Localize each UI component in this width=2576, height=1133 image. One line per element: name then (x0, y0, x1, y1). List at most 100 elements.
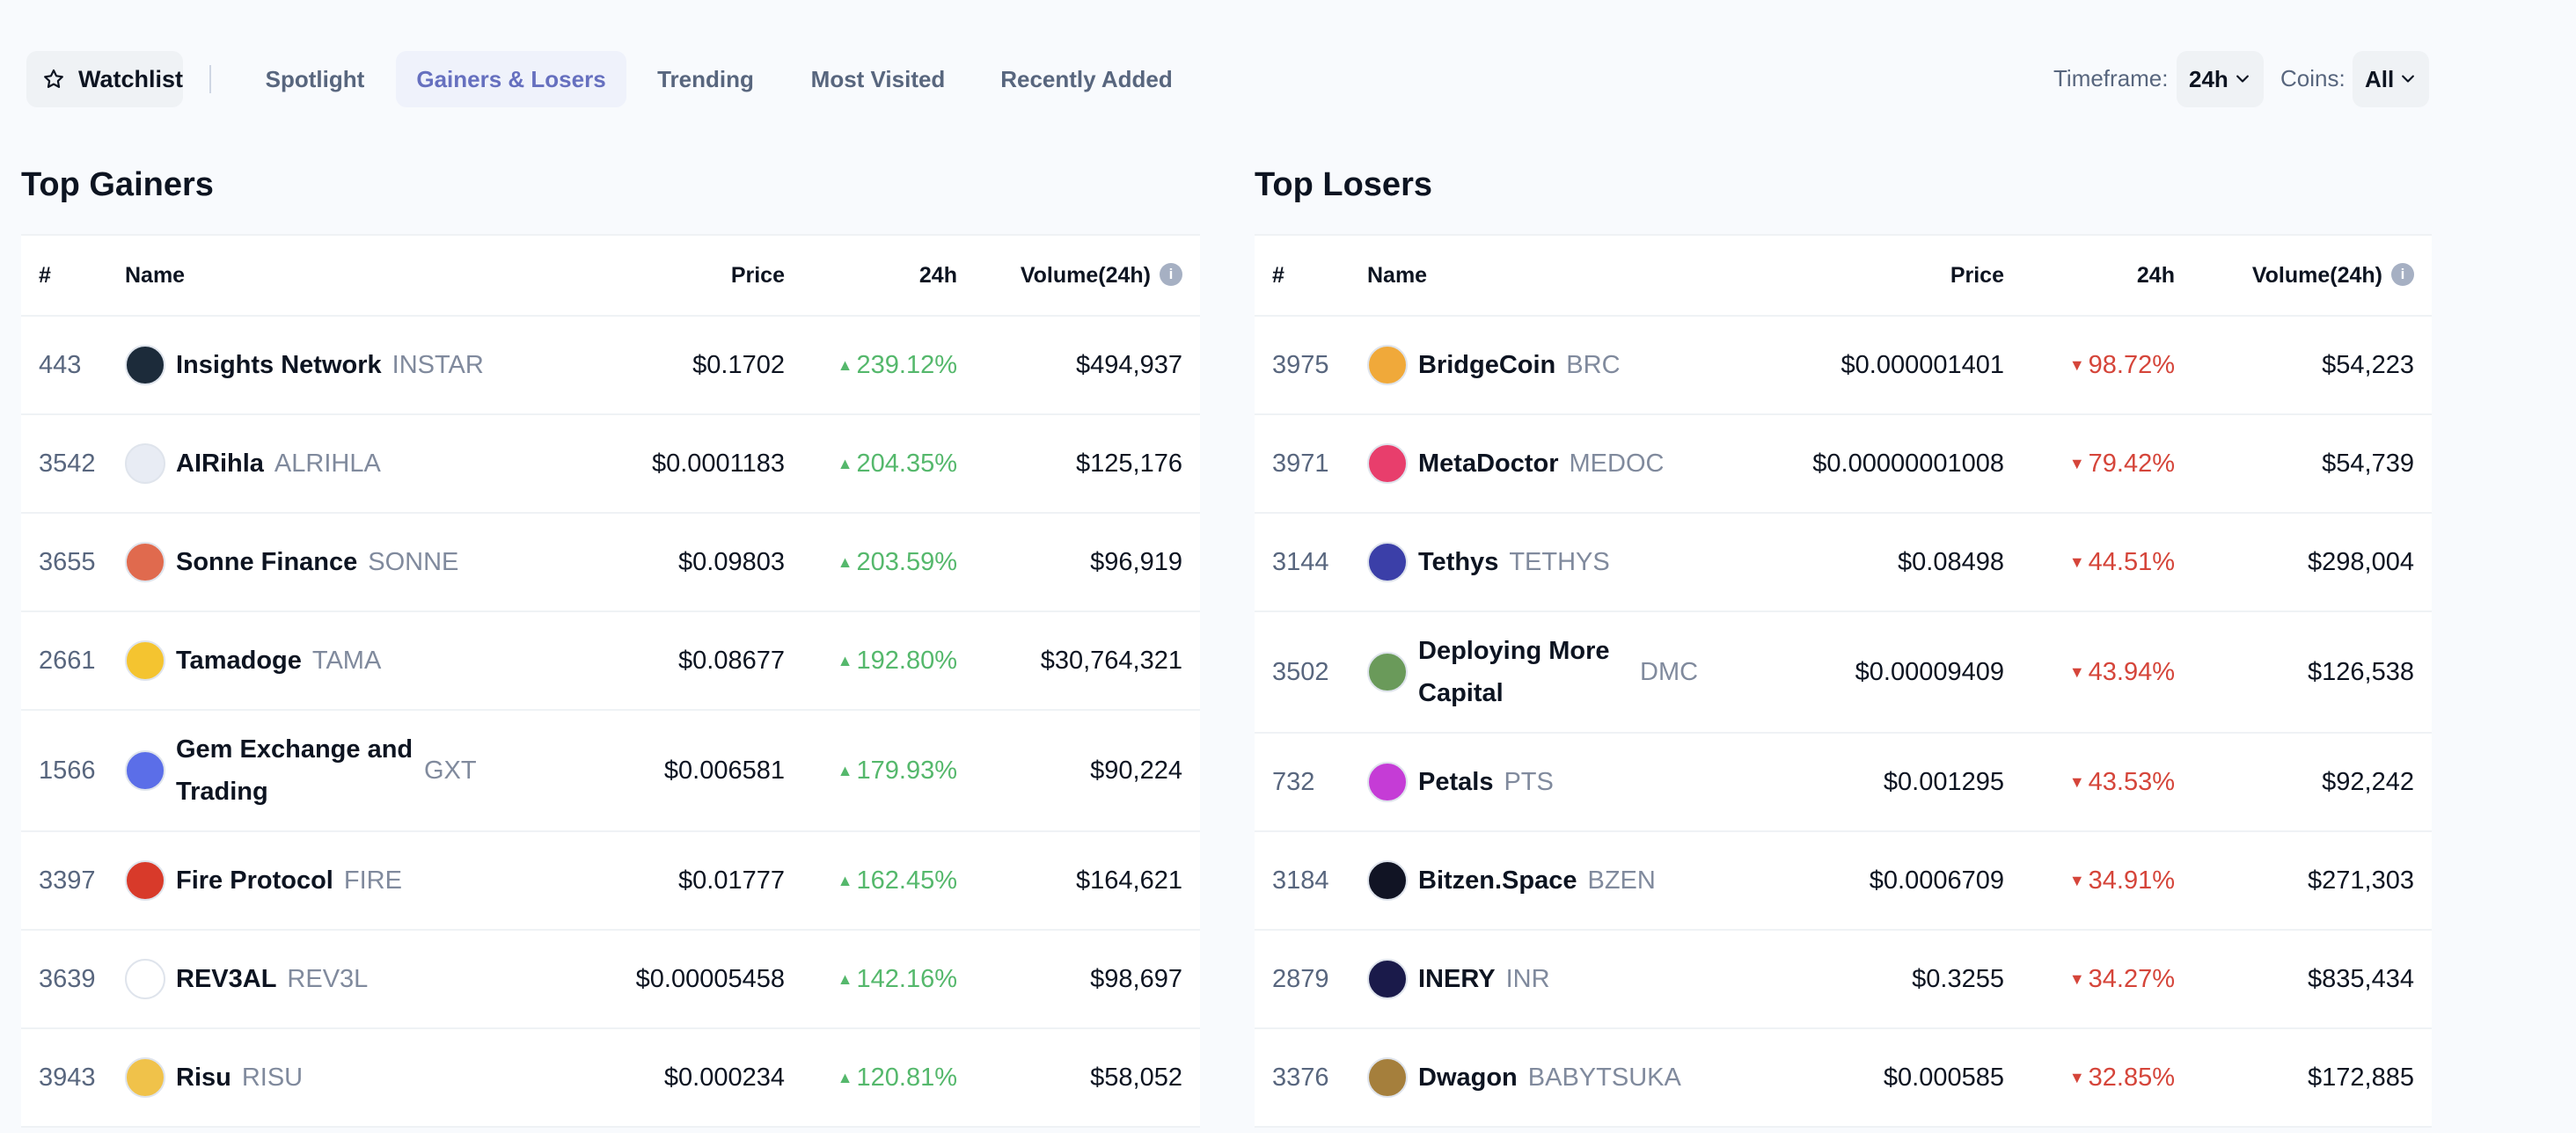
row-price: $0.0001183 (565, 414, 785, 514)
row-volume: $494,937 (957, 316, 1200, 415)
table-row[interactable]: 443 Insights Network INSTAR $0.1702 ▲ 239.12%… (21, 316, 1200, 415)
row-rank: 3639 (21, 930, 125, 1029)
coin-name-link[interactable]: Deploying More Capital (1418, 637, 1610, 707)
table-row[interactable]: 3144 Tethys TETHYS $0.08498 ▼ 44.51% $298,004 (1255, 513, 2432, 612)
col-24h[interactable]: 24h (2004, 234, 2175, 317)
table-row[interactable]: 3975 BridgeCoin BRC $0.000001401 ▼ 98.72% $54,… (1255, 316, 2432, 415)
col-rank[interactable]: # (21, 234, 125, 317)
table-row[interactable]: 3655 Sonne Finance SONNE $0.09803 ▲ 203.59% $9… (21, 513, 1200, 612)
col-price[interactable]: Price (1719, 234, 2004, 317)
table-row[interactable]: 3971 MetaDoctor MEDOC $0.00000001008 ▼ 79.42%… (1255, 414, 2432, 514)
row-price: $0.000585 (1719, 1028, 2004, 1128)
coin-symbol: TAMA (311, 646, 382, 675)
top-gainers-panel: Top Gainers # Name Price 24h Volume(24h)… (21, 158, 1200, 1128)
col-price[interactable]: Price (565, 234, 785, 317)
caret-down-icon: ▼ (2068, 969, 2085, 988)
coin-name-link[interactable]: Bitzen.Space (1418, 866, 1577, 895)
timeframe-select[interactable]: 24h (2177, 51, 2264, 107)
table-row[interactable]: 732 Petals PTS $0.001295 ▼ 43.53% $92,242 (1255, 733, 2432, 832)
bitzen-icon (1367, 860, 1408, 901)
table-row[interactable]: 3639 REV3AL REV3L $0.00005458 ▲ 142.16% $98,69… (21, 930, 1200, 1029)
tab-trending[interactable]: Trending (657, 65, 754, 92)
caret-down-icon: ▼ (2068, 355, 2085, 374)
info-icon[interactable]: i (2391, 262, 2414, 286)
row-price: $0.3255 (1719, 930, 2004, 1029)
row-price: $0.001295 (1719, 733, 2004, 832)
col-volume-label: Volume(24h) (1020, 262, 1151, 288)
tamadoge-icon (125, 640, 165, 681)
caret-up-icon: ▲ (837, 355, 853, 374)
rev3al-icon (125, 959, 165, 999)
table-row[interactable]: 2661 Tamadoge TAMA $0.08677 ▲ 192.80% $30,764,… (21, 611, 1200, 711)
tab-recently-added[interactable]: Recently Added (1000, 65, 1173, 92)
coin-name-link[interactable]: Tamadoge (176, 647, 302, 675)
col-volume[interactable]: Volume(24h) i (2175, 234, 2432, 317)
row-rank: 2879 (1255, 930, 1367, 1029)
info-icon[interactable]: i (1160, 262, 1182, 286)
coin-name-link[interactable]: Insights Network (176, 351, 382, 379)
row-change: 32.85% (2088, 1063, 2175, 1092)
col-volume[interactable]: Volume(24h) i (957, 234, 1200, 317)
row-price: $0.08498 (1719, 513, 2004, 612)
table-row[interactable]: 3943 Risu RISU $0.000234 ▲ 120.81% $58,052 (21, 1028, 1200, 1128)
coins-select[interactable]: All (2353, 51, 2430, 107)
tab-most-visited[interactable]: Most Visited (810, 65, 946, 92)
coin-name-link[interactable]: REV3AL (176, 965, 277, 993)
coin-name-link[interactable]: Risu (176, 1064, 231, 1092)
timeframe-value: 24h (2189, 65, 2228, 92)
star-icon (42, 66, 66, 92)
coin-name-link[interactable]: INERY (1418, 965, 1496, 993)
insights-network-icon (125, 345, 165, 385)
row-rank: 3184 (1255, 831, 1367, 931)
coin-symbol: SONNE (368, 547, 459, 576)
coin-name-link[interactable]: Petals (1418, 768, 1494, 796)
caret-down-icon: ▼ (2068, 552, 2085, 571)
row-rank: 3655 (21, 513, 125, 612)
row-volume: $298,004 (2175, 513, 2432, 612)
row-rank: 3542 (21, 414, 125, 514)
top-nav: Watchlist Spotlight Gainers & Losers Tre… (0, 0, 2576, 158)
inery-icon (1367, 959, 1408, 999)
coin-name-link[interactable]: AIRihla (176, 450, 264, 478)
table-row[interactable]: 3502 Deploying More Capital DMC $0.00009409… (1255, 611, 2432, 734)
coin-name-link[interactable]: Gem Exchange and Trading (176, 735, 413, 806)
table-row[interactable]: 1566 Gem Exchange and Trading GXT $0.006581… (21, 710, 1200, 832)
coin-name-link[interactable]: MetaDoctor (1418, 450, 1559, 478)
row-rank: 443 (21, 316, 125, 415)
table-row[interactable]: 3184 Bitzen.Space BZEN $0.0006709 ▼ 34.91% $27… (1255, 831, 2432, 931)
row-volume: $835,434 (2175, 930, 2432, 1029)
watchlist-label: Watchlist (77, 65, 183, 92)
tab-gainers-losers[interactable]: Gainers & Losers (396, 51, 626, 107)
caret-down-icon: ▼ (2068, 772, 2085, 791)
coin-name-link[interactable]: Sonne Finance (176, 548, 358, 576)
top-losers-title: Top Losers (1255, 166, 1432, 203)
row-volume: $58,052 (957, 1028, 1200, 1128)
coin-name-link[interactable]: BridgeCoin (1418, 351, 1556, 379)
coin-symbol: RISU (241, 1063, 304, 1092)
row-price: $0.00000001008 (1719, 414, 2004, 514)
top-losers-panel: Top Losers # Name Price 24h Volume(24h) i… (1255, 158, 2432, 1128)
coin-name-link[interactable]: Fire Protocol (176, 866, 333, 895)
row-price: $0.006581 (565, 710, 785, 832)
col-name[interactable]: Name (1367, 234, 1719, 317)
watchlist-button[interactable]: Watchlist (26, 51, 183, 107)
col-name[interactable]: Name (125, 234, 565, 317)
caret-down-icon: ▼ (2068, 662, 2085, 681)
row-rank: 2661 (21, 611, 125, 711)
row-volume: $271,303 (2175, 831, 2432, 931)
tab-spotlight[interactable]: Spotlight (265, 65, 365, 92)
table-row[interactable]: 2879 INERY INR $0.3255 ▼ 34.27% $835,434 (1255, 930, 2432, 1029)
col-rank[interactable]: # (1255, 234, 1367, 317)
table-row[interactable]: 3397 Fire Protocol FIRE $0.01777 ▲ 162.45% $16… (21, 831, 1200, 931)
table-row[interactable]: 3542 AIRihla ALRIHLA $0.0001183 ▲ 204.35% $125… (21, 414, 1200, 514)
coin-symbol: FIRE (343, 866, 402, 895)
table-row[interactable]: 3376 Dwagon BABYTSUKA $0.000585 ▼ 32.85% $172,… (1255, 1028, 2432, 1128)
coin-name-link[interactable]: Dwagon (1418, 1064, 1518, 1092)
row-rank: 732 (1255, 733, 1367, 832)
row-volume: $172,885 (2175, 1028, 2432, 1128)
col-24h[interactable]: 24h (785, 234, 957, 317)
row-volume: $98,697 (957, 930, 1200, 1029)
row-rank: 3397 (21, 831, 125, 931)
airihla-icon (125, 443, 165, 484)
coin-name-link[interactable]: Tethys (1418, 548, 1499, 576)
